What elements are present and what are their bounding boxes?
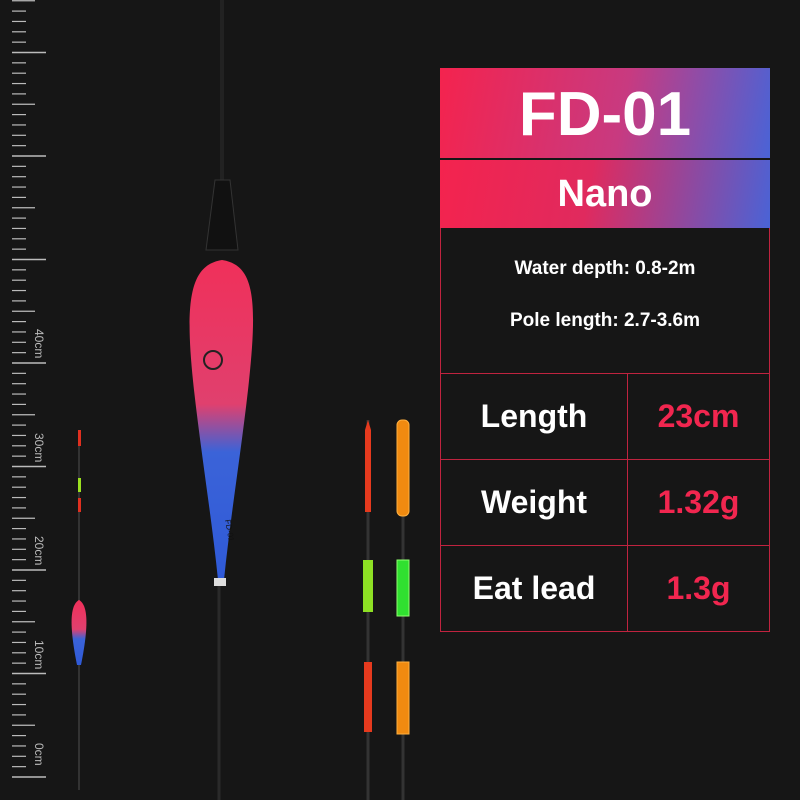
ruler-label: 0cm <box>32 743 46 766</box>
series-subtitle: Nano <box>440 160 770 228</box>
usage-info: Water depth: 0.8-2m Pole length: 2.7-3.6… <box>440 228 770 374</box>
spec-row-length: Length 23cm <box>440 374 770 460</box>
large-float-illustration: FD-01 <box>189 0 254 800</box>
float-tip-variants <box>363 419 410 800</box>
ruler-label: 40cm <box>32 329 46 359</box>
small-float-illustration <box>71 430 87 790</box>
ruler <box>12 0 46 778</box>
spec-label: Length <box>441 374 628 459</box>
spec-label: Eat lead <box>441 546 628 631</box>
float-model-mark: FD-01 <box>223 519 236 543</box>
model-title: FD-01 <box>440 68 770 158</box>
spec-value: 23cm <box>657 398 740 434</box>
water-depth: Water depth: 0.8-2m <box>514 258 696 279</box>
spec-value: 1.3g <box>666 570 731 606</box>
ruler-label: 20cm <box>32 536 46 566</box>
spec-label: Weight <box>441 460 628 545</box>
spec-row-eat-lead: Eat lead 1.3g <box>440 546 770 632</box>
spec-panel: FD-01 Nano Water depth: 0.8-2m Pole leng… <box>440 68 770 632</box>
pole-length: Pole length: 2.7-3.6m <box>509 310 701 331</box>
ruler-label: 30cm <box>32 432 46 462</box>
spec-value: 1.32g <box>657 484 740 520</box>
spec-row-weight: Weight 1.32g <box>440 460 770 546</box>
ruler-label: 10cm <box>32 639 46 669</box>
